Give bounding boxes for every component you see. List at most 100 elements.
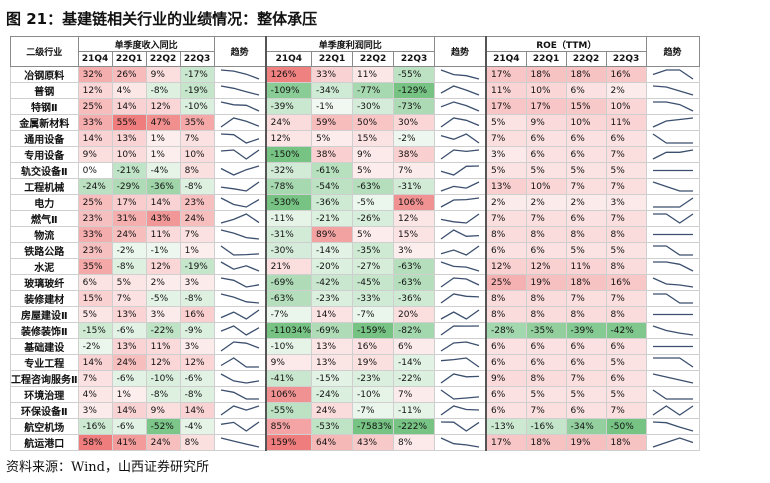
roe-value-cell: 17% xyxy=(485,66,527,83)
profit-value-cell: 19% xyxy=(352,354,395,371)
trend-line xyxy=(220,261,259,272)
trend-sparkline xyxy=(440,277,480,288)
profit-value-cell: 9% xyxy=(352,146,395,163)
rev-value-cell: 23% xyxy=(179,194,215,211)
profit-value-cell: -23% xyxy=(311,290,354,307)
table-row: 环保设备Ⅱ 3% 14% 9% 14% -55% 24% -7% -11% 6% 7% 6% 7% xyxy=(10,402,700,419)
trend-line xyxy=(652,149,693,160)
industry-name: 电力 xyxy=(10,194,79,211)
industry-name: 冶钢原料 xyxy=(10,66,79,83)
roe-value-cell: 15% xyxy=(565,98,607,115)
roe-value-cell: 6% xyxy=(485,402,527,419)
roe-trend-cell xyxy=(645,290,700,307)
profit-value-cell: -7% xyxy=(352,306,395,323)
trend-sparkline xyxy=(220,149,259,160)
trend-sparkline xyxy=(440,149,480,160)
roe-trend-cell xyxy=(645,306,700,323)
trend-line xyxy=(220,437,259,448)
trend-sparkline xyxy=(220,389,259,400)
roe-value-cell: 9% xyxy=(485,370,527,387)
profit-value-cell: -35% xyxy=(352,242,395,259)
profit-value-cell: 85% xyxy=(264,418,313,435)
trend-line xyxy=(440,149,480,160)
profit-trend-cell xyxy=(434,194,487,211)
profit-value-cell: 6% xyxy=(393,338,436,355)
rev-value-cell: -36% xyxy=(145,178,181,195)
trend-line xyxy=(440,325,480,336)
rev-value-cell: 17% xyxy=(111,194,147,211)
rev-value-cell: -10% xyxy=(179,98,215,115)
roe-value-cell: 5% xyxy=(605,386,647,403)
profit-value-cell: -63% xyxy=(264,290,313,307)
rev-value-cell: 4% xyxy=(111,82,147,99)
profit-value-cell: -109% xyxy=(264,82,313,99)
rev-value-cell: 12% xyxy=(145,354,181,371)
profit-value-cell: -30% xyxy=(352,98,395,115)
profit-value-cell: -7583% xyxy=(352,418,395,435)
roe-trend-cell xyxy=(645,370,700,387)
industry-name: 航运港口 xyxy=(10,434,79,451)
roe-trend-cell xyxy=(645,322,700,339)
trend-line xyxy=(440,437,480,448)
rev-value-cell: 24% xyxy=(145,434,181,451)
profit-value-cell: -69% xyxy=(264,274,313,291)
trend-sparkline xyxy=(220,357,259,368)
profit-value-cell: -63% xyxy=(393,258,436,275)
trend-sparkline xyxy=(220,309,259,320)
industry-name: 物流 xyxy=(10,226,79,243)
trend-sparkline xyxy=(652,233,693,236)
table-row: 装修装饰Ⅱ -15% -6% -22% -9% -11034% -69% -159% -82% -… xyxy=(10,322,700,339)
header-profit-quarter: 22Q1 xyxy=(311,51,354,67)
profit-value-cell: -14% xyxy=(393,354,436,371)
trend-sparkline xyxy=(652,133,693,144)
rev-value-cell: 13% xyxy=(111,130,147,147)
profit-trend-cell xyxy=(434,258,487,275)
performance-table: 二级行业 单季度收入同比 趋势 单季度利润同比 趋势 ROE（TTM） 趋势 2… xyxy=(10,36,700,451)
profit-trend-cell xyxy=(434,274,487,291)
header-revenue-trend: 趋势 xyxy=(213,36,267,67)
profit-value-cell: 50% xyxy=(352,114,395,131)
roe-value-cell: 6% xyxy=(605,370,647,387)
rev-trend-cell xyxy=(213,306,267,323)
profit-value-cell: 59% xyxy=(311,114,354,131)
roe-trend-cell xyxy=(645,146,700,163)
profit-value-cell: 106% xyxy=(393,194,436,211)
rev-value-cell: -8% xyxy=(179,386,215,403)
rev-value-cell: 24% xyxy=(179,210,215,227)
rev-value-cell: -2% xyxy=(77,338,113,355)
roe-value-cell: 6% xyxy=(565,146,607,163)
profit-value-cell: 21% xyxy=(264,258,313,275)
rev-value-cell: 35% xyxy=(77,258,113,275)
trend-sparkline xyxy=(440,133,480,144)
profit-value-cell: 24% xyxy=(311,402,354,419)
trend-sparkline xyxy=(440,213,480,224)
rev-value-cell: 1% xyxy=(145,130,181,147)
header-roe-quarter: 22Q1 xyxy=(525,51,567,67)
header-roe-group: ROE（TTM） xyxy=(485,36,647,52)
table-row: 航空机场 -16% -6% -52% -4% 85% -53% -7583% -222% -13%… xyxy=(10,418,700,435)
rev-value-cell: -9% xyxy=(179,322,215,339)
profit-value-cell: -159% xyxy=(352,322,395,339)
trend-sparkline xyxy=(220,133,259,144)
profit-value-cell: -34% xyxy=(311,82,354,99)
profit-trend-cell xyxy=(434,242,487,259)
profit-value-cell: -10% xyxy=(264,338,313,355)
industry-name: 装修建材 xyxy=(10,290,79,307)
profit-value-cell: 5% xyxy=(311,130,354,147)
trend-sparkline xyxy=(652,405,693,416)
rev-value-cell: 11% xyxy=(145,226,181,243)
trend-line xyxy=(440,181,480,192)
profit-value-cell: -14% xyxy=(311,242,354,259)
trend-sparkline xyxy=(652,169,693,172)
profit-value-cell: -63% xyxy=(352,178,395,195)
trend-line xyxy=(440,261,480,272)
trend-sparkline xyxy=(652,117,693,128)
roe-value-cell: 2% xyxy=(485,194,527,211)
profit-value-cell: -11% xyxy=(393,402,436,419)
trend-line xyxy=(220,293,259,304)
profit-value-cell: -5% xyxy=(352,194,395,211)
roe-value-cell: 7% xyxy=(485,130,527,147)
rev-value-cell: 33% xyxy=(77,226,113,243)
rev-value-cell: -52% xyxy=(145,418,181,435)
roe-value-cell: 12% xyxy=(485,258,527,275)
